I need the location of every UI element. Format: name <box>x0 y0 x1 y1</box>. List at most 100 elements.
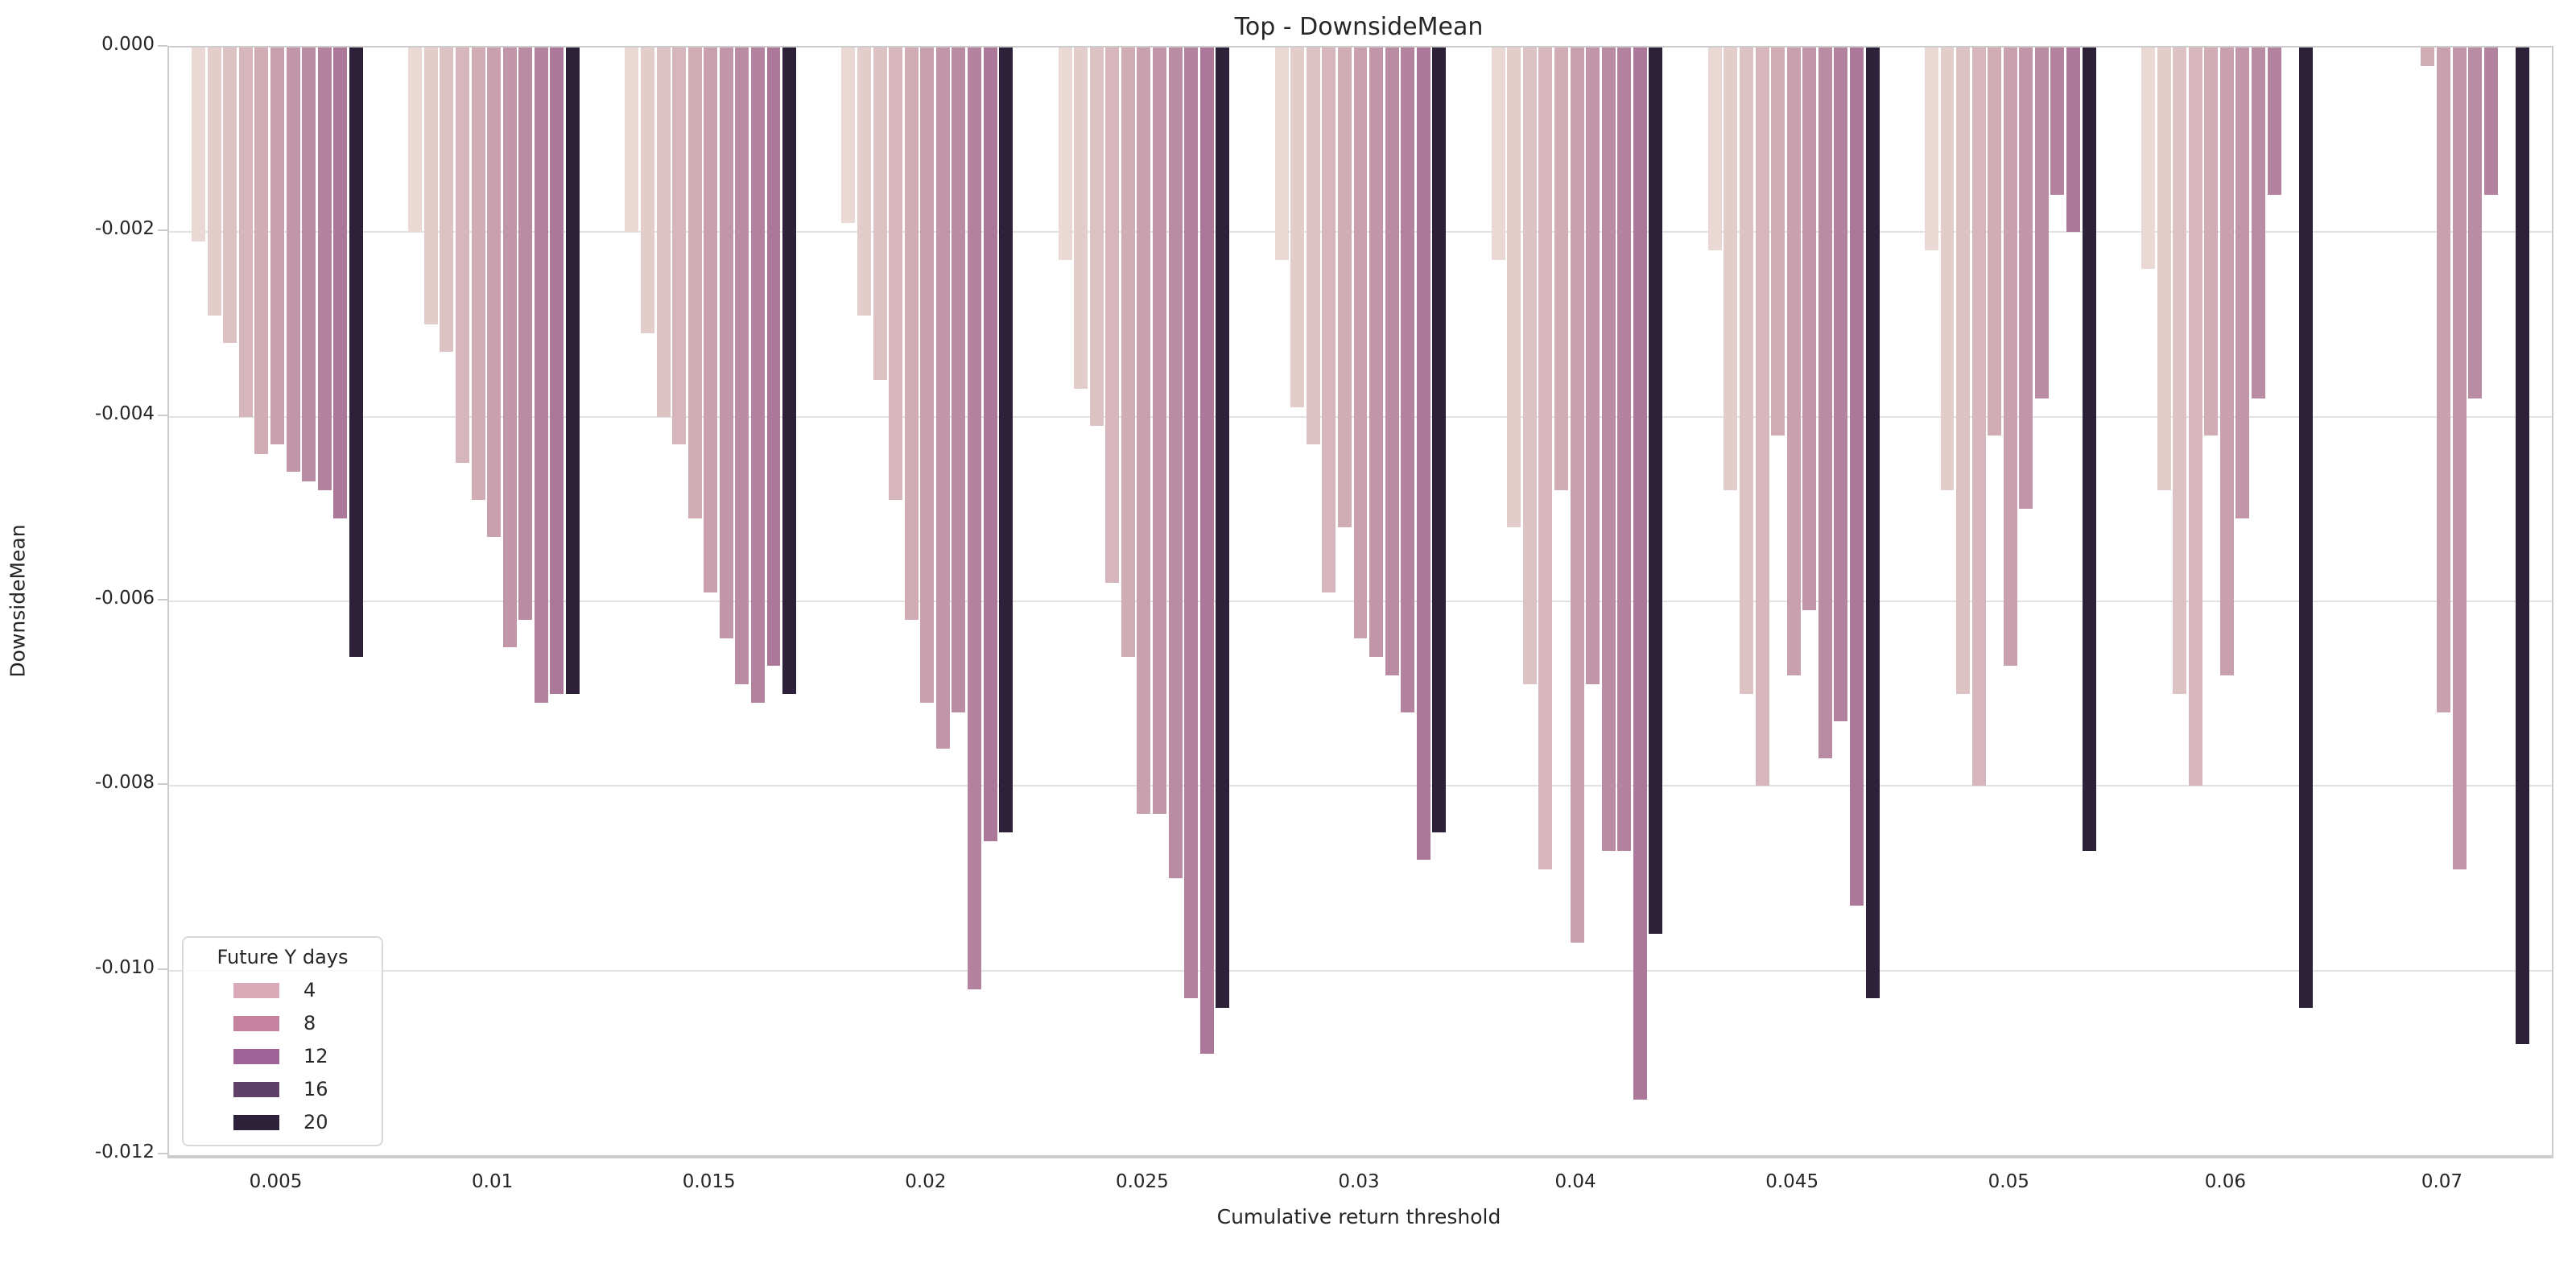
bar-group0.03-series20 <box>1432 47 1447 832</box>
bar-group0.05-series7 <box>2019 47 2033 510</box>
bar-group0.02-series9 <box>968 47 981 989</box>
bar-group0.03-series3 <box>1306 47 1320 445</box>
bar-group0.025-series5 <box>1121 47 1135 657</box>
bar-group0.06-series4 <box>2188 47 2202 786</box>
x-tick-label: 0.02 <box>905 1171 947 1192</box>
bar-group0.015-series2 <box>640 47 654 334</box>
bar-group0.01-series10 <box>550 47 564 694</box>
bar-group0.05-series8 <box>2034 47 2049 398</box>
legend-swatch-icon <box>233 1081 279 1097</box>
legend-row: 20 <box>184 1111 382 1133</box>
bar-group0.05-series6 <box>2003 47 2017 667</box>
bar-group0.01-series9 <box>534 47 548 704</box>
legend-label: 4 <box>303 979 316 1001</box>
bar-group0.01-series1 <box>408 47 423 233</box>
legend-items: 4 8 12 16 20 <box>184 979 382 1133</box>
bar-group0.03-series7 <box>1369 47 1384 657</box>
bar-group0.01-series6 <box>487 47 502 537</box>
bar-group0.04-series5 <box>1554 47 1568 491</box>
bar-group0.015-series7 <box>719 47 733 638</box>
x-tick-label: 0.005 <box>249 1171 303 1192</box>
legend-label: 8 <box>303 1012 316 1034</box>
bar-group0.04-series4 <box>1538 47 1553 869</box>
bar-group0.045-series10 <box>1849 47 1864 906</box>
bar-group0.07-series7 <box>2452 47 2467 869</box>
legend-swatch-icon <box>233 1048 279 1064</box>
legend-label: 16 <box>303 1078 328 1100</box>
legend-row: 16 <box>184 1078 382 1100</box>
bar-group0.025-series2 <box>1074 47 1088 390</box>
bar-group0.04-series8 <box>1601 47 1616 851</box>
bar-group0.025-series9 <box>1184 47 1199 999</box>
bar-group0.07-series5 <box>2421 47 2435 66</box>
bar-group0.06-series2 <box>2157 47 2171 491</box>
legend-label: 12 <box>303 1045 328 1067</box>
bar-group0.025-series10 <box>1199 47 1214 1054</box>
bar-group0.02-series8 <box>952 47 966 712</box>
bar-group0.015-series9 <box>750 47 765 704</box>
y-tick-mark <box>158 599 167 601</box>
bar-group0.02-series20 <box>999 47 1013 832</box>
bar-group0.005-series10 <box>333 47 348 518</box>
legend-row: 12 <box>184 1045 382 1067</box>
bar-group0.02-series7 <box>935 47 950 749</box>
y-tick-label: 0.000 <box>101 34 155 55</box>
bar-group0.03-series2 <box>1290 47 1305 408</box>
y-tick-mark <box>158 414 167 416</box>
bar-group0.045-series1 <box>1707 47 1722 251</box>
bar-group0.02-series6 <box>920 47 935 704</box>
bar-group0.045-series4 <box>1755 47 1769 786</box>
bar-group0.04-series6 <box>1570 47 1584 943</box>
bar-group0.045-series5 <box>1771 47 1785 436</box>
bar-group0.025-series1 <box>1058 47 1072 260</box>
bar-group0.045-series8 <box>1818 47 1832 758</box>
bar-group0.03-series5 <box>1337 47 1352 528</box>
bar-group0.04-series7 <box>1586 47 1600 685</box>
bar-group0.02-series5 <box>904 47 919 620</box>
bar-group0.015-series4 <box>672 47 687 445</box>
bar-group0.005-series6 <box>270 47 285 445</box>
bar-group0.03-series9 <box>1401 47 1415 712</box>
legend-title: Future Y days <box>217 946 349 968</box>
y-tick-mark <box>158 783 167 786</box>
bar-group0.05-series2 <box>1940 47 1955 491</box>
bar-group0.04-series2 <box>1507 47 1521 528</box>
chart-title: Top - DownsideMean <box>1234 13 1484 41</box>
bar-group0.05-series3 <box>1956 47 1971 694</box>
bar-group0.05-series9 <box>2050 47 2065 196</box>
bar-group0.04-series1 <box>1491 47 1505 260</box>
bar-group0.025-series20 <box>1216 47 1230 1008</box>
bar-group0.015-series6 <box>704 47 718 592</box>
gridline <box>169 785 2552 787</box>
bar-group0.07-series20 <box>2515 47 2529 1045</box>
y-tick-mark <box>158 229 167 232</box>
y-tick-mark <box>158 968 167 970</box>
bar-group0.005-series20 <box>349 47 363 657</box>
x-tick-label: 0.015 <box>682 1171 736 1192</box>
bar-group0.06-series3 <box>2173 47 2187 694</box>
bar-group0.06-series9 <box>2267 47 2281 196</box>
y-tick-mark <box>158 1153 167 1154</box>
bar-group0.015-series20 <box>782 47 797 694</box>
bar-group0.025-series3 <box>1089 47 1104 427</box>
bar-group0.03-series6 <box>1353 47 1368 638</box>
x-axis-label: Cumulative return threshold <box>1216 1205 1501 1228</box>
bar-group0.01-series8 <box>518 47 533 620</box>
y-tick-label: -0.012 <box>94 1141 155 1162</box>
bar-group0.005-series2 <box>207 47 221 316</box>
bar-group0.01-series2 <box>423 47 438 324</box>
bar-group0.045-series3 <box>1739 47 1753 694</box>
bar-group0.02-series2 <box>857 47 872 316</box>
bar-group0.04-series3 <box>1522 47 1537 685</box>
bar-group0.005-series3 <box>223 47 237 343</box>
bar-group0.01-series7 <box>502 47 517 648</box>
x-tick-label: 0.025 <box>1115 1171 1169 1192</box>
bar-group0.04-series9 <box>1617 47 1632 851</box>
bar-group0.045-series9 <box>1834 47 1848 722</box>
bar-group0.06-series7 <box>2235 47 2250 518</box>
bar-group0.06-series1 <box>2141 47 2155 270</box>
bar-group0.045-series6 <box>1786 47 1801 675</box>
bar-group0.05-series1 <box>1924 47 1938 251</box>
bar-group0.015-series5 <box>687 47 702 518</box>
